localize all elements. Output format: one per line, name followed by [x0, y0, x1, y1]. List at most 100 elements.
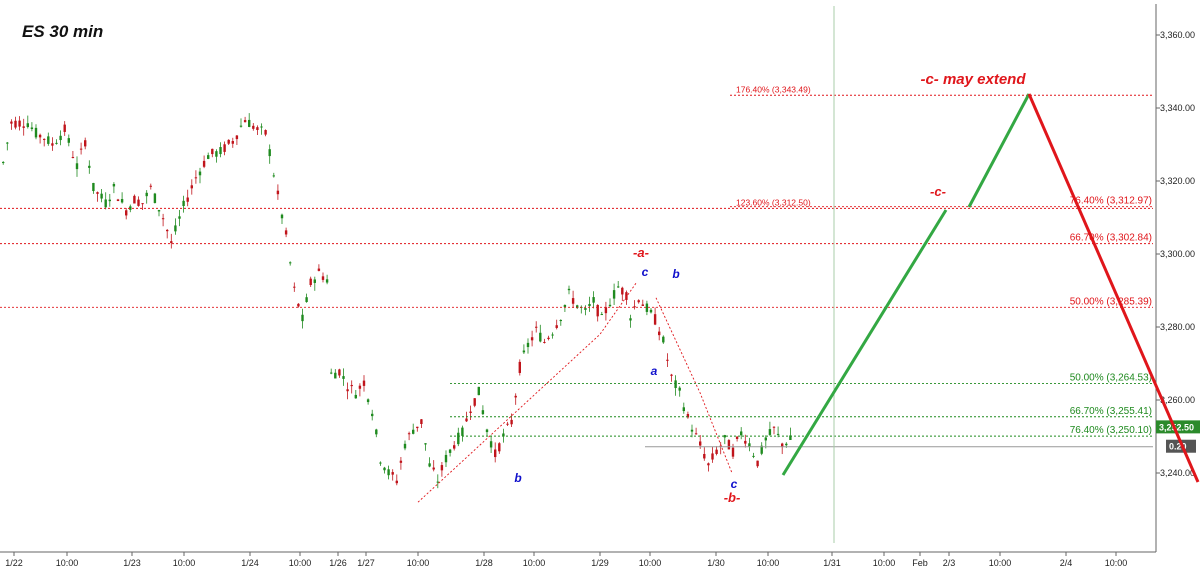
candle-body	[703, 453, 706, 459]
candle-body	[608, 304, 612, 307]
x-tick-label: 1/27	[357, 558, 375, 566]
y-tick-label: 3,280.00	[1160, 322, 1195, 332]
candle-body	[108, 199, 111, 202]
y-tick-label: 3,360.00	[1160, 30, 1195, 40]
candle-body	[489, 441, 493, 448]
candle-body	[571, 298, 575, 304]
x-tick-label: 10:00	[56, 558, 79, 566]
candle-body	[198, 171, 202, 176]
candle-body	[120, 199, 124, 203]
candle-body	[223, 144, 226, 152]
wave-b-connector	[655, 297, 733, 474]
candle-body	[276, 190, 280, 195]
projection-green-leg-1	[781, 209, 948, 476]
x-tick-label: 1/23	[123, 558, 141, 566]
candle-body	[469, 411, 472, 413]
candle-body	[707, 463, 710, 466]
candle-body	[424, 443, 427, 445]
fib-level-label: 66.70% (3,302.84)	[1070, 233, 1152, 244]
candle-body	[764, 437, 767, 441]
candle-body	[682, 407, 685, 412]
candle-body	[293, 286, 296, 288]
candle-body	[305, 297, 308, 303]
candles-layer	[2, 113, 792, 489]
candle-body	[10, 121, 13, 124]
projection-red-leg	[1027, 93, 1200, 483]
candle-body	[379, 462, 382, 464]
candle-body	[690, 429, 694, 432]
candle-body	[416, 426, 419, 429]
candle-body	[88, 165, 91, 168]
candle-body	[653, 314, 657, 325]
candle-body	[313, 279, 316, 283]
y-tick-label: 3,260.00	[1160, 395, 1195, 405]
candle-body	[448, 449, 452, 453]
candle-body	[116, 199, 120, 202]
candle-body	[354, 394, 357, 399]
wave-label-blue: c	[642, 265, 649, 279]
candle-body	[330, 372, 333, 374]
candle-body	[465, 418, 468, 422]
candle-body	[358, 385, 362, 389]
candle-body	[395, 480, 398, 484]
candle-body	[301, 314, 304, 322]
candle-body	[674, 380, 677, 389]
candle-body	[543, 341, 546, 343]
candle-body	[34, 127, 38, 138]
candle-body	[219, 147, 222, 155]
candle-body	[43, 138, 46, 140]
candle-body	[440, 465, 444, 471]
fib-level-label: 50.00% (3,264.53)	[1070, 372, 1152, 383]
candle-body	[289, 262, 292, 264]
candle-body	[280, 214, 284, 219]
candle-body	[26, 123, 29, 128]
current-price-text: 3,252.50	[1159, 422, 1194, 432]
candle-body	[47, 136, 50, 144]
candle-body	[67, 138, 70, 143]
candle-body	[563, 304, 567, 308]
x-tick-label: Feb	[912, 558, 928, 566]
candle-body	[473, 398, 476, 406]
candle-body	[362, 380, 366, 386]
candle-body	[145, 192, 148, 197]
wave-labels-layer: b c b a c -a- -b- -c- -c- may extend	[514, 71, 1026, 505]
candle-body	[641, 304, 644, 306]
candle-body	[170, 241, 173, 244]
candle-body	[182, 200, 185, 207]
candle-body	[551, 334, 554, 336]
y-tick-label: 3,240.00	[1160, 468, 1195, 478]
x-tick-label: 10:00	[1105, 558, 1128, 566]
candle-body	[436, 481, 439, 483]
candle-body	[321, 276, 325, 280]
candle-body	[141, 203, 144, 205]
candle-body	[272, 175, 275, 177]
candle-body	[772, 426, 776, 428]
candle-body	[461, 427, 464, 436]
candle-body	[260, 126, 263, 128]
candle-body	[735, 436, 739, 439]
candle-body	[420, 419, 423, 425]
candle-body	[539, 332, 542, 342]
candle-body	[342, 376, 345, 379]
candle-body	[727, 440, 731, 450]
candle-body	[453, 445, 456, 449]
candle-body	[481, 410, 485, 415]
wave-label-blue: a	[651, 364, 658, 378]
candle-body	[96, 192, 99, 194]
x-tick-label: 1/29	[591, 558, 609, 566]
candle-body	[748, 443, 751, 447]
candle-body	[629, 318, 632, 321]
candle-body	[125, 210, 128, 216]
candle-body	[38, 134, 42, 138]
candle-body	[588, 303, 591, 307]
candle-body	[55, 142, 58, 144]
candle-body	[6, 142, 9, 144]
candle-body	[243, 120, 247, 123]
candle-body	[149, 185, 152, 187]
candle-body	[530, 337, 534, 341]
candle-body	[699, 441, 702, 446]
candle-body	[161, 218, 165, 220]
y-tick-label: 3,300.00	[1160, 249, 1195, 259]
candle-body	[297, 303, 300, 307]
candle-body	[567, 288, 571, 291]
